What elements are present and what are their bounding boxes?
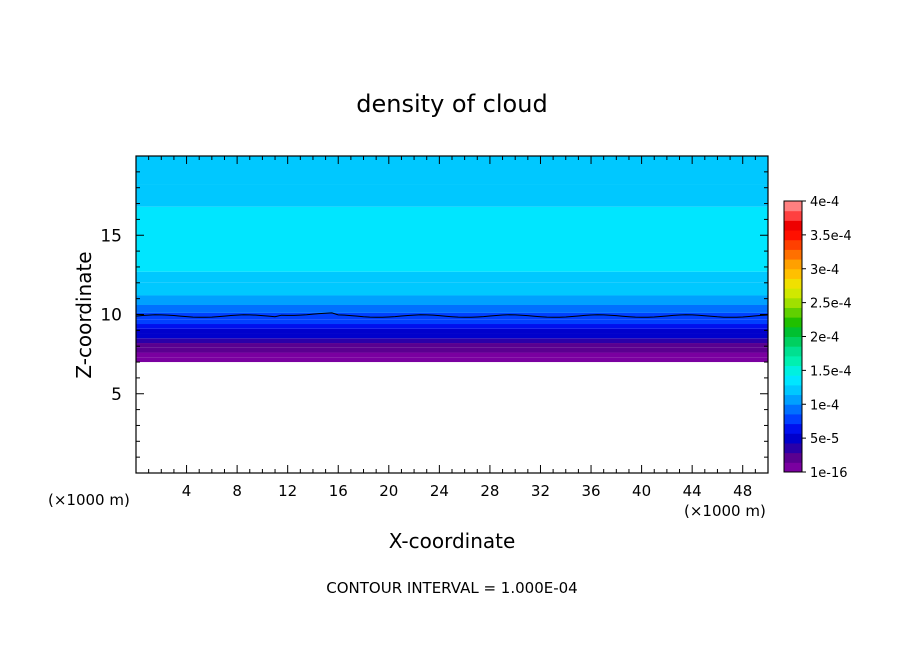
x-axis-label: X-coordinate [389,529,516,553]
colorbar-tick-label: 4e-4 [810,195,839,210]
colorbar-segment [784,259,802,270]
y-axis-ticks: 5 10 15 [100,171,768,458]
colorbar-segment [784,268,802,279]
density-layer [136,304,768,313]
colorbar-tick-label: 1.5e-4 [810,364,852,379]
colorbar-segment [784,230,802,241]
colorbar-tick-label: 1e-4 [810,398,839,413]
density-layer [136,343,768,348]
colorbar-segment [784,278,802,289]
density-layer [136,333,768,339]
colorbar-segment [784,239,802,250]
density-layer [136,352,768,358]
x-tick-label: 20 [379,482,398,500]
colorbar-segment [784,413,802,425]
density-layer [136,319,768,325]
density-layer [136,184,768,207]
colorbar-segment [784,317,802,328]
colorbar-segment [784,249,802,260]
density-layer [136,324,768,329]
x-tick-label: 44 [683,482,702,500]
density-layer [136,328,768,334]
x-tick-label: 16 [329,482,348,500]
colorbar-segment [784,220,802,231]
density-layer [136,271,768,283]
density-layer [136,206,768,272]
contour-line [135,312,769,318]
colorbar-tick-label: 3.5e-4 [810,229,852,244]
x-tick-label: 4 [182,482,192,500]
y-axis-label: Z-coordinate [72,251,96,378]
colorbar-segment [784,365,802,376]
colorbar-segment [784,355,802,367]
colorbar-segment [784,462,802,473]
colorbar-segment [784,336,802,347]
plot-fill [136,156,768,363]
x-tick-label: 36 [581,482,600,500]
density-layer [136,347,768,353]
y-tick-label: 15 [100,226,122,246]
colorbar-segment [784,307,802,318]
chart-title: density of cloud [356,90,547,118]
colorbar-segment [784,433,802,444]
density-layer [136,295,768,305]
y-tick-label: 5 [111,385,122,405]
x-tick-label: 48 [733,482,752,500]
colorbar-segment [784,404,802,415]
x-tick-label: 12 [278,482,297,500]
x-axis-ticks: 4 8 12 16 20 24 28 32 36 40 44 48 [148,156,756,500]
colorbar-segment [784,297,802,308]
contour-interval-note: CONTOUR INTERVAL = 1.000E-04 [326,579,577,597]
colorbar-tick-label: 1e-16 [810,466,848,481]
x-tick-label: 28 [480,482,499,500]
colorbar-segment [784,288,802,299]
density-layer [136,282,768,296]
colorbar-segment [784,442,802,454]
colorbar-tick-label: 3e-4 [810,263,839,278]
colorbar-segment [784,452,802,463]
density-layer [136,156,768,185]
colorbar-tick-label: 2e-4 [810,331,839,346]
colorbar-tick-label: 5e-5 [810,432,839,447]
colorbar-segment [784,346,802,357]
colorbar-segment [784,375,802,386]
density-layer [136,357,768,363]
colorbar-tick-label: 2.5e-4 [810,297,852,312]
density-layer [136,312,768,320]
colorbar: 4e-4 3.5e-4 3e-4 2.5e-4 2e-4 1.5e-4 1e-4 5e-5 1e… [783,195,852,481]
colorbar-segment [784,423,802,434]
x-tick-label: 24 [430,482,449,500]
x-tick-label: 40 [632,482,651,500]
x-unit-right: (×1000 m) [684,502,766,520]
x-tick-label: 8 [232,482,242,500]
x-unit-left: (×1000 m) [48,491,130,509]
y-tick-label: 10 [100,306,122,326]
colorbar-segment [784,394,802,405]
colorbar-segment [784,201,802,212]
colorbar-segment [784,384,802,396]
colorbar-segment [784,326,802,337]
density-layer [136,338,768,344]
x-tick-label: 32 [531,482,550,500]
colorbar-segment [784,210,802,221]
